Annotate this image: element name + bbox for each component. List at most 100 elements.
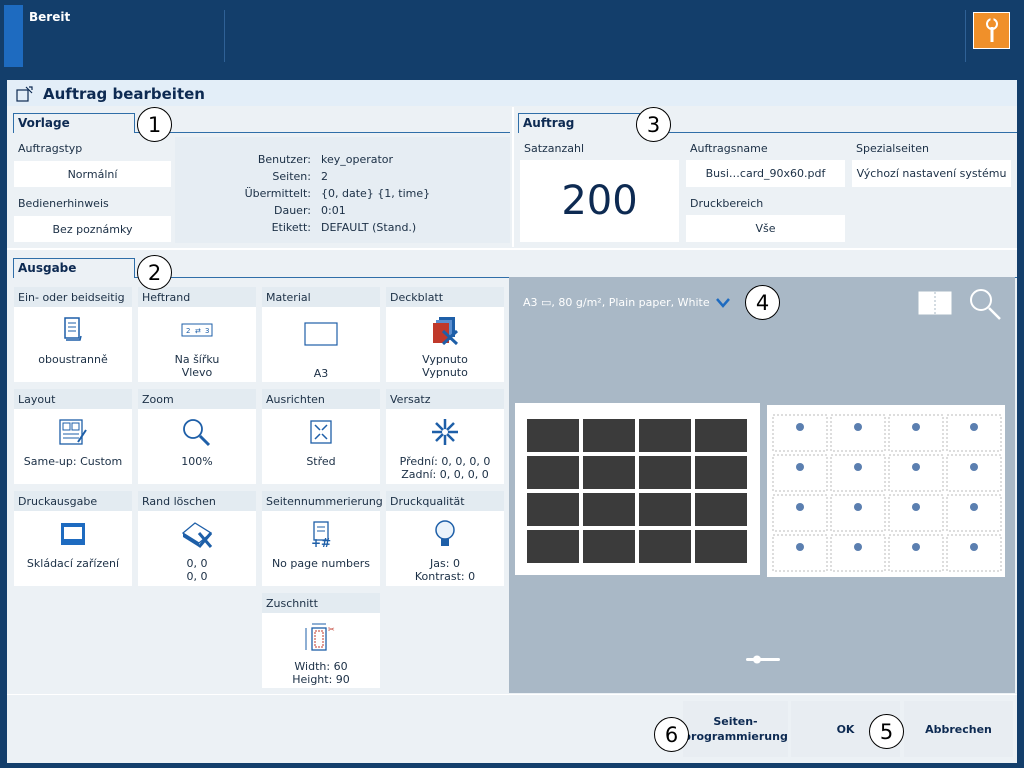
job-type-field[interactable]: Normální	[14, 161, 171, 187]
tile-label: Layout	[14, 389, 132, 409]
svg-text:3: 3	[205, 327, 209, 335]
media-tile[interactable]: A3	[262, 307, 380, 382]
section-line	[640, 132, 1017, 133]
print-range-label: Druckbereich	[690, 197, 764, 210]
info-row: Etikett: DEFAULT (Stand.)	[271, 221, 417, 234]
business-card-grid-back	[772, 414, 1002, 572]
tile-value: A3	[313, 367, 329, 380]
media-icon	[304, 322, 338, 346]
callout-3: 3	[636, 107, 671, 142]
layout-icon	[59, 419, 87, 445]
tile-value: Střed	[306, 455, 336, 468]
svg-text:+#: +#	[311, 536, 331, 548]
tile-value: Jas: 0 Kontrast: 0	[414, 557, 476, 583]
layout-tile[interactable]: Same-up: Custom	[14, 409, 132, 484]
business-card-grid-front	[527, 419, 747, 563]
tile-value: Same-up: Custom	[23, 455, 123, 468]
shift-icon	[432, 419, 458, 445]
callout-4: 4	[745, 285, 780, 320]
tile-value: Width: 60 Height: 90	[292, 660, 350, 686]
tile-value: oboustranně	[38, 353, 108, 366]
tile-value: 100%	[181, 455, 213, 468]
binding-edge-tile[interactable]: 2 ⇄ 3 Na šířku Vlevo	[138, 307, 256, 382]
magnifier-icon[interactable]	[968, 287, 1002, 321]
page-number-tile[interactable]: +# No page numbers	[262, 511, 380, 586]
trim-icon: ✂	[305, 623, 335, 651]
cover-icon	[433, 317, 459, 345]
media-selector-text[interactable]: A3 ▭, 80 g/m², Plain paper, White	[523, 296, 710, 309]
align-tile[interactable]: Střed	[262, 409, 380, 484]
tile-label: Deckblatt	[386, 287, 504, 307]
output-tile[interactable]: Skládací zařízení	[14, 511, 132, 586]
preview-slider-handle-icon[interactable]	[745, 654, 781, 664]
tile-label: Ausrichten	[262, 389, 380, 409]
cancel-button[interactable]: Abbrechen	[904, 701, 1013, 757]
duplex-icon	[64, 317, 82, 341]
operator-note-field[interactable]: Bez poznámky	[14, 216, 171, 242]
tile-value: 0, 0 0, 0	[186, 557, 208, 583]
tile-value: Na šířku Vlevo	[174, 353, 220, 379]
svg-text:✂: ✂	[328, 625, 335, 634]
quality-tile[interactable]: Jas: 0 Kontrast: 0	[386, 511, 504, 586]
tile-value: Skládací zařízení	[26, 557, 120, 570]
page-programming-button[interactable]: Seiten- programmierung	[683, 701, 788, 757]
tab-ausgabe[interactable]: Ausgabe	[13, 258, 135, 278]
job-name-label: Auftragsname	[690, 142, 768, 155]
chevron-down-icon[interactable]	[716, 298, 730, 308]
dialog-titlebar: Auftrag bearbeiten	[7, 80, 1017, 106]
print-range-field[interactable]: Vše	[686, 215, 845, 242]
binding-edge-icon: 2 ⇄ 3	[181, 323, 213, 337]
erase-edge-icon	[181, 522, 213, 548]
zoom-icon	[183, 419, 211, 447]
tile-label: Zuschnitt	[262, 593, 380, 613]
tile-label: Zoom	[138, 389, 256, 409]
job-name-field[interactable]: Busi…card_90x60.pdf	[686, 160, 845, 187]
dialog-title: Auftrag bearbeiten	[43, 85, 205, 103]
tools-button[interactable]	[973, 12, 1010, 49]
status-accent	[4, 5, 23, 67]
special-pages-label: Spezialseiten	[856, 142, 929, 155]
callout-6: 6	[654, 717, 689, 752]
callout-2: 2	[137, 255, 172, 290]
callout-5: 5	[869, 714, 904, 749]
tile-label: Heftrand	[138, 287, 256, 307]
duplex-tile[interactable]: oboustranně	[14, 307, 132, 382]
output-icon	[61, 523, 85, 545]
footer-divider	[7, 694, 1017, 695]
top-bar: Bereit	[0, 0, 1024, 77]
copy-count-label: Satzanzahl	[524, 142, 585, 155]
copy-count-field[interactable]: 200	[520, 160, 679, 242]
svg-text:⇄: ⇄	[195, 327, 201, 335]
tile-value: Přední: 0, 0, 0, 0 Zadní: 0, 0, 0, 0	[399, 455, 491, 481]
section-line	[135, 132, 510, 133]
job-info-panel: Benutzer: key_operator Seiten: 2 Übermitte…	[175, 137, 510, 243]
edit-job-dialog: Auftrag bearbeiten Vorlage Auftragstyp N…	[7, 80, 1017, 763]
tab-vorlage[interactable]: Vorlage	[13, 113, 135, 133]
info-row: Dauer: 0:01	[274, 204, 346, 217]
tile-label: Rand löschen	[138, 491, 256, 511]
front-sheet-preview[interactable]	[515, 403, 760, 575]
special-pages-field[interactable]: Výchozí nastavení systému	[852, 160, 1011, 187]
wrench-icon	[985, 17, 998, 42]
cover-tile[interactable]: Vypnuto Vypnuto	[386, 307, 504, 382]
tile-label: Ein- oder beidseitig	[14, 287, 132, 307]
tile-label: Seitennummerierung	[262, 491, 383, 511]
tile-label: Versatz	[386, 389, 504, 409]
erase-edge-tile[interactable]: 0, 0 0, 0	[138, 511, 256, 586]
zoom-tile[interactable]: 100%	[138, 409, 256, 484]
edit-job-icon	[16, 86, 33, 102]
job-info-list: Benutzer: key_operator Seiten: 2 Übermitte…	[175, 151, 431, 236]
lightbulb-icon	[435, 520, 455, 546]
tab-auftrag[interactable]: Auftrag	[518, 113, 640, 133]
section-divider	[7, 248, 1017, 250]
operator-note-label: Bedienerhinweis	[18, 197, 109, 210]
info-row: Seiten: 2	[272, 170, 328, 183]
tile-value: Vypnuto Vypnuto	[422, 353, 468, 379]
tile-label: Material	[262, 287, 380, 307]
align-icon	[310, 420, 332, 444]
trim-tile[interactable]: ✂ Width: 60 Height: 90	[262, 613, 380, 688]
back-sheet-preview[interactable]	[767, 405, 1005, 577]
top-divider	[965, 10, 966, 62]
shift-tile[interactable]: Přední: 0, 0, 0, 0 Zadní: 0, 0, 0, 0	[386, 409, 504, 484]
book-view-icon[interactable]	[918, 291, 952, 315]
